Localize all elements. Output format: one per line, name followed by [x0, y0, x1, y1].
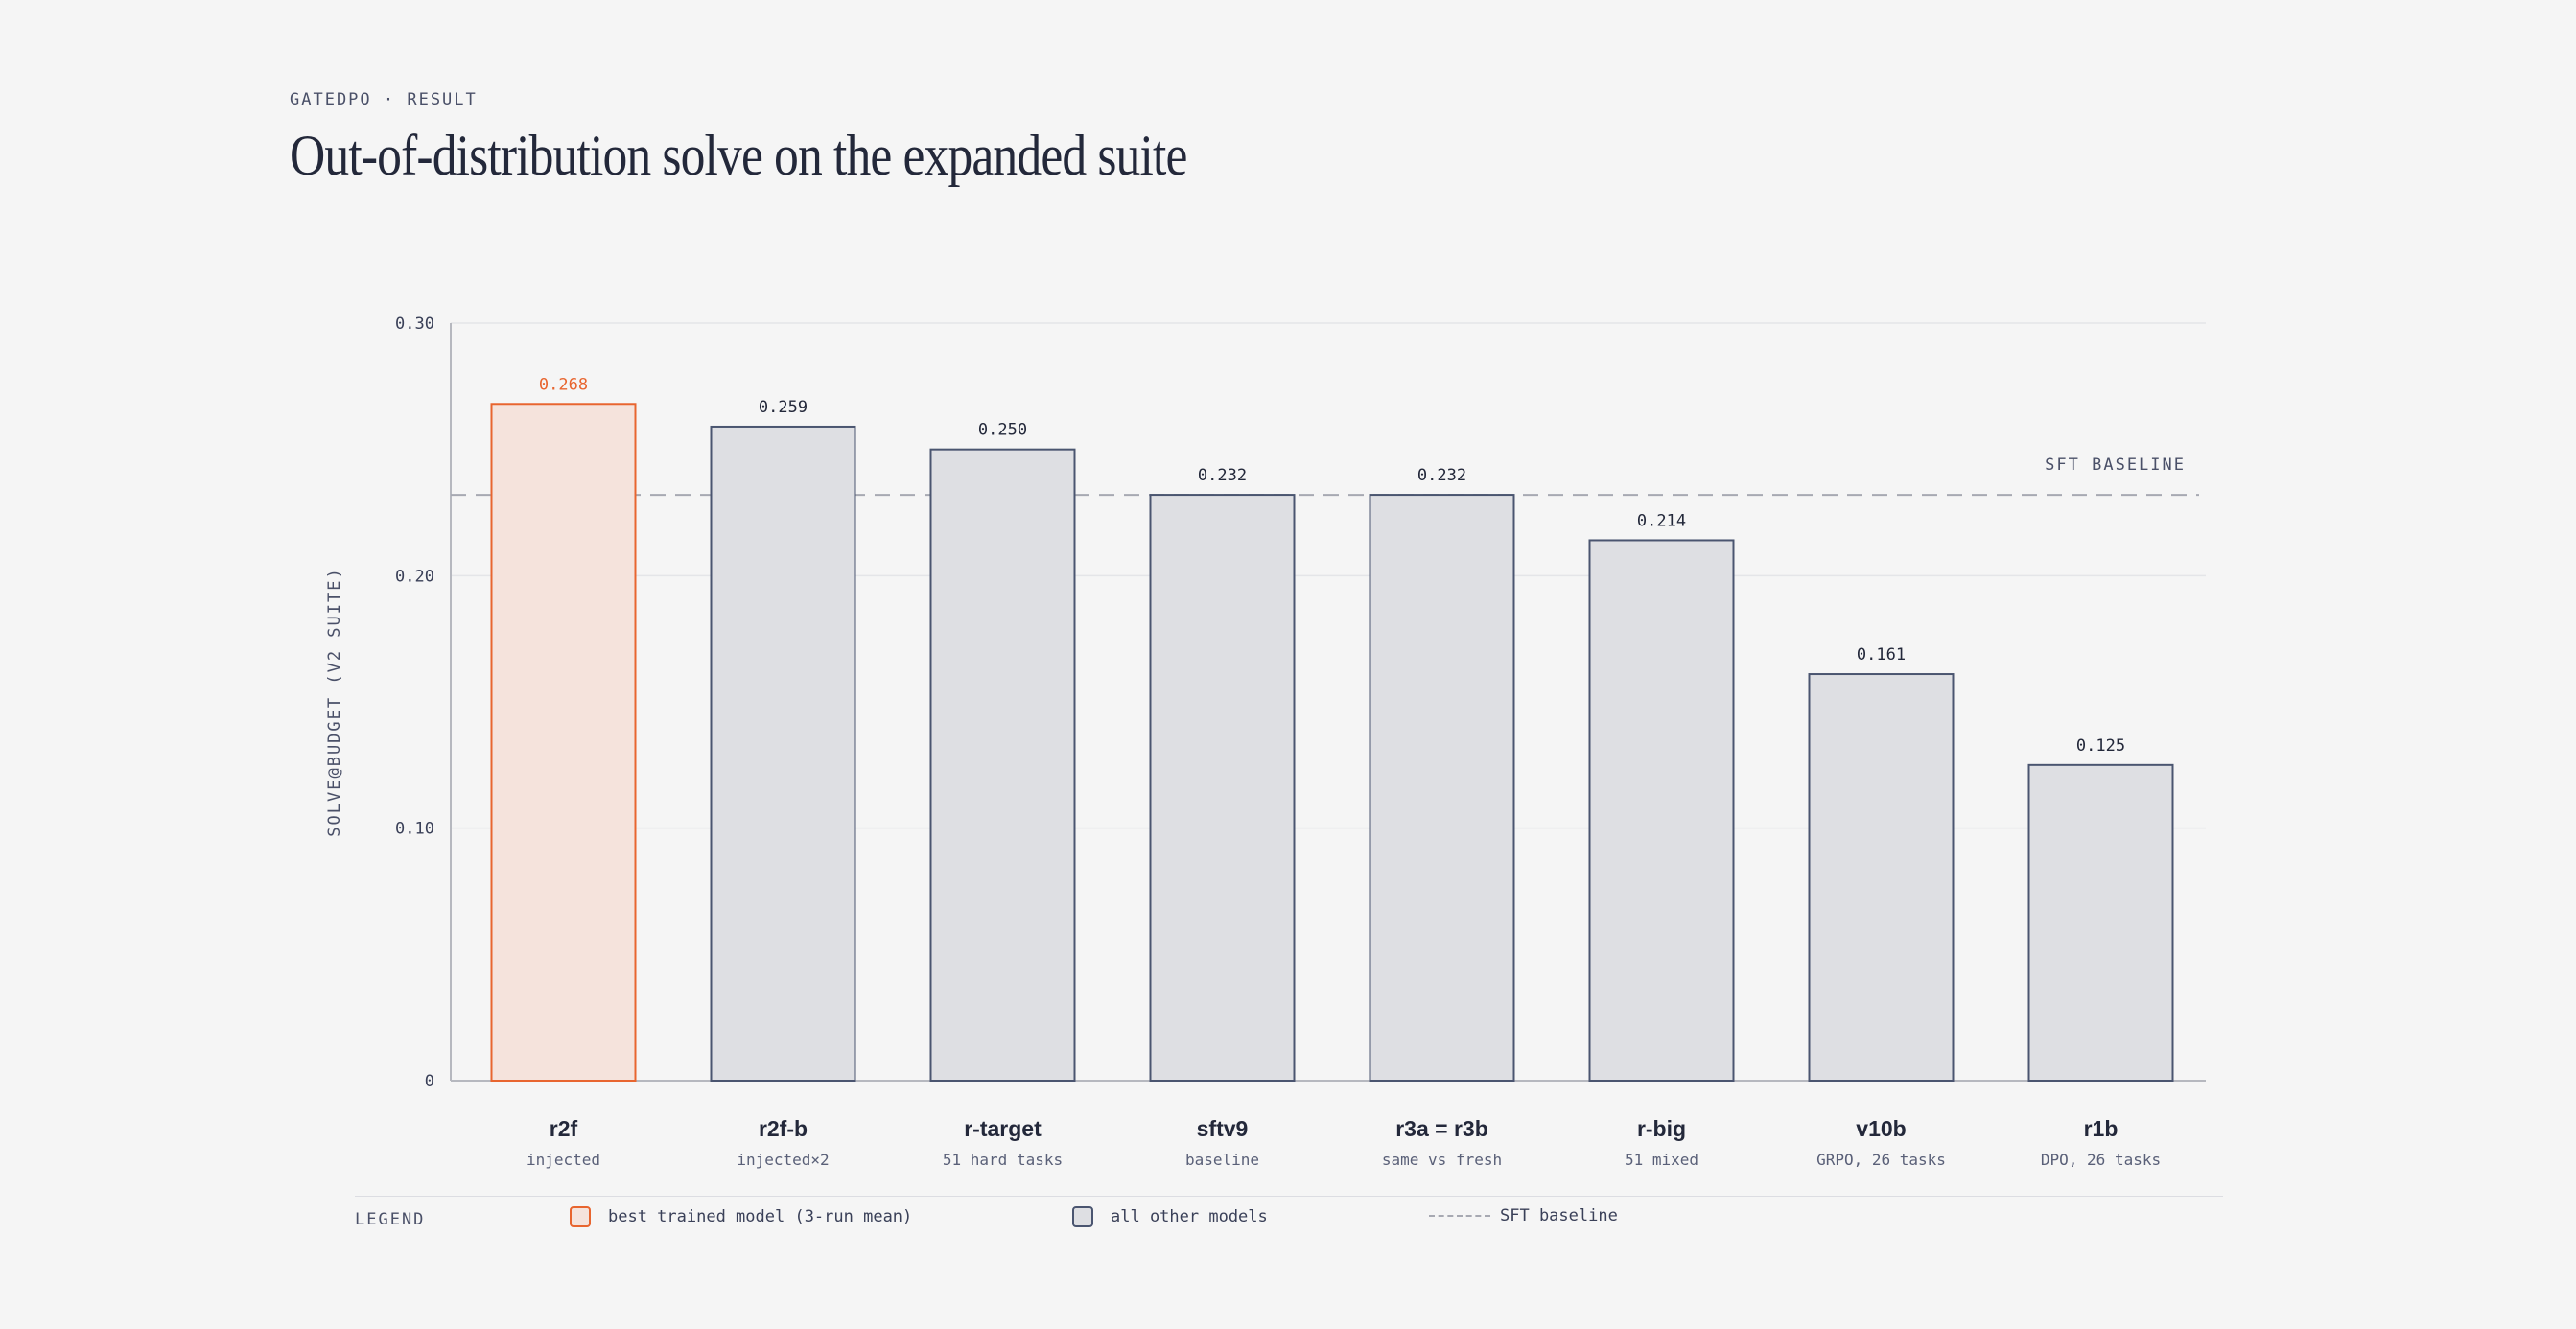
bar-value-label: 0.259 — [759, 398, 808, 417]
legend-label-other: all other models — [1111, 1207, 1268, 1226]
y-tick-label: 0.20 — [395, 567, 434, 586]
bar — [929, 448, 1076, 1082]
legend-label-best: best trained model (3-run mean) — [608, 1207, 913, 1226]
category-label: r-big — [1637, 1116, 1686, 1141]
bar — [710, 425, 856, 1082]
page-title: Out-of-distribution solve on the expande… — [290, 124, 1187, 187]
legend-title: LEGEND — [355, 1210, 426, 1229]
bars-layer — [490, 403, 2174, 1082]
bar-value-label: 0.268 — [539, 375, 588, 394]
category-subtitle: GRPO, 26 tasks — [1816, 1151, 1946, 1169]
category-subtitle: DPO, 26 tasks — [2041, 1151, 2161, 1169]
legend-item-other: all other models — [1072, 1206, 1268, 1227]
bar-value-label: 0.125 — [2076, 736, 2125, 756]
y-axis-title: SOLVE@BUDGET (V2 SUITE) — [325, 567, 344, 836]
bar — [1149, 494, 1296, 1082]
bar-value-label: 0.232 — [1198, 466, 1247, 485]
category-label: v10b — [1856, 1116, 1906, 1141]
category-label: sftv9 — [1197, 1116, 1249, 1141]
bar-value-label: 0.232 — [1417, 466, 1466, 485]
category-subtitle: 51 mixed — [1625, 1151, 1698, 1169]
baseline-label: SFT BASELINE — [2045, 455, 2186, 475]
y-tick-label: 0 — [425, 1072, 434, 1091]
bar — [1588, 539, 1735, 1082]
y-tick-label: 0.10 — [395, 820, 434, 839]
category-label: r2f-b — [759, 1116, 808, 1141]
legend-divider — [355, 1196, 2223, 1197]
category-subtitle: baseline — [1185, 1151, 1259, 1169]
bar — [1808, 673, 1955, 1082]
legend-item-best: best trained model (3-run mean) — [570, 1206, 912, 1227]
eyebrow-label: GATEDPO · RESULT — [290, 90, 478, 109]
category-subtitle: injected×2 — [737, 1151, 829, 1169]
category-subtitle: same vs fresh — [1382, 1151, 1502, 1169]
category-subtitle: injected — [527, 1151, 600, 1169]
category-label: r-target — [964, 1116, 1042, 1141]
y-tick-label: 0.30 — [395, 315, 434, 334]
category-label: r1b — [2084, 1116, 2119, 1141]
category-label: r3a = r3b — [1395, 1116, 1488, 1141]
other-model-swatch — [1072, 1206, 1093, 1227]
category-label: r2f — [550, 1116, 578, 1141]
bar — [490, 403, 637, 1082]
bar-value-label: 0.250 — [978, 421, 1027, 440]
bar-value-label: 0.161 — [1857, 645, 1906, 664]
bar-value-label: 0.214 — [1637, 511, 1686, 530]
bar — [2027, 763, 2174, 1082]
best-model-swatch — [570, 1206, 591, 1227]
legend-label-baseline: SFT baseline — [1500, 1206, 1618, 1225]
legend-item-baseline: SFT baseline — [1429, 1206, 1618, 1225]
bar — [1369, 494, 1515, 1082]
labels-layer: 0 0.10 0.20 0.30 0.268 r2f injected 0.259 r2f-b i… — [395, 315, 2161, 1169]
category-subtitle: 51 hard tasks — [943, 1151, 1063, 1169]
baseline-dash-swatch — [1429, 1215, 1490, 1217]
